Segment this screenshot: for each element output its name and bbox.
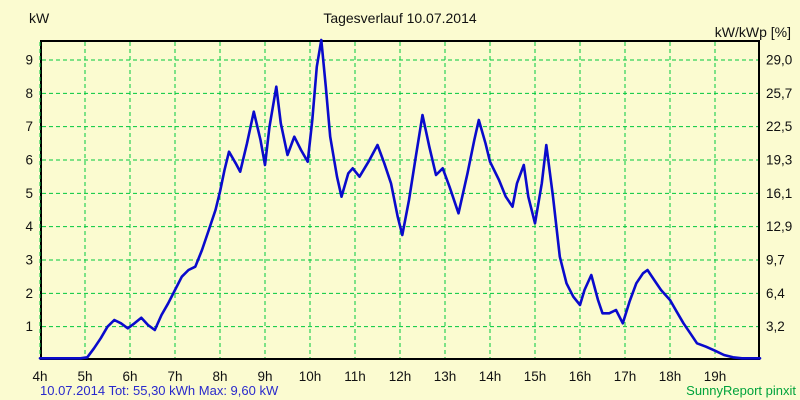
y-tick-right-8: 25,7	[766, 86, 792, 101]
x-tick-7h: 7h	[167, 369, 182, 384]
x-tick-15h: 15h	[524, 369, 547, 384]
x-tick-17h: 17h	[614, 369, 637, 384]
x-tick-10h: 10h	[299, 369, 322, 384]
footer-stats: 10.07.2014 Tot: 55,30 kWh Max: 9,60 kW	[40, 383, 279, 398]
x-tick-11h: 11h	[344, 369, 366, 384]
y-tick-right-5: 16,1	[766, 186, 792, 201]
chart-title: Tagesverlauf 10.07.2014	[323, 10, 477, 26]
right-axis-unit-label: kW/kWp [%]	[714, 24, 791, 40]
x-tick-18h: 18h	[659, 369, 682, 384]
y-tick-right-6: 19,3	[766, 153, 792, 168]
x-tick-4h: 4h	[32, 369, 47, 384]
x-tick-9h: 9h	[257, 369, 272, 384]
y-tick-left-8: 8	[25, 86, 33, 101]
x-tick-6h: 6h	[122, 369, 137, 384]
y-tick-right-2: 6,4	[766, 286, 785, 301]
x-tick-12h: 12h	[389, 369, 412, 384]
y-tick-left-7: 7	[25, 119, 33, 134]
axis-tick-labels: 1 3,2 2 6,4 3 9,7 4 12,9 5 16,1 6 19,3 7 22,5 8 25,7 9 29…	[25, 53, 792, 385]
x-tick-5h: 5h	[77, 369, 92, 384]
gridlines	[39, 42, 758, 358]
y-tick-left-9: 9	[25, 53, 33, 68]
x-tick-8h: 8h	[212, 369, 227, 384]
y-tick-right-1: 3,2	[766, 319, 785, 334]
plot-border	[40, 40, 760, 360]
left-axis-unit-label: kW	[29, 10, 50, 26]
x-tick-19h: 19h	[704, 369, 727, 384]
y-tick-right-7: 22,5	[766, 119, 792, 134]
y-tick-left-2: 2	[25, 286, 33, 301]
y-tick-left-4: 4	[25, 219, 33, 234]
y-tick-left-3: 3	[25, 253, 33, 268]
x-tick-13h: 13h	[434, 369, 457, 384]
x-tick-14h: 14h	[479, 369, 502, 384]
y-tick-left-5: 5	[25, 186, 33, 201]
y-tick-left-6: 6	[25, 153, 33, 168]
y-tick-left-1: 1	[25, 319, 33, 334]
y-tick-right-3: 9,7	[766, 253, 785, 268]
power-curve	[38, 38, 762, 360]
y-tick-right-9: 29,0	[766, 53, 792, 68]
y-tick-right-4: 12,9	[766, 219, 792, 234]
footer-credit: SunnyReport pinxit	[686, 383, 796, 398]
x-tick-16h: 16h	[569, 369, 592, 384]
